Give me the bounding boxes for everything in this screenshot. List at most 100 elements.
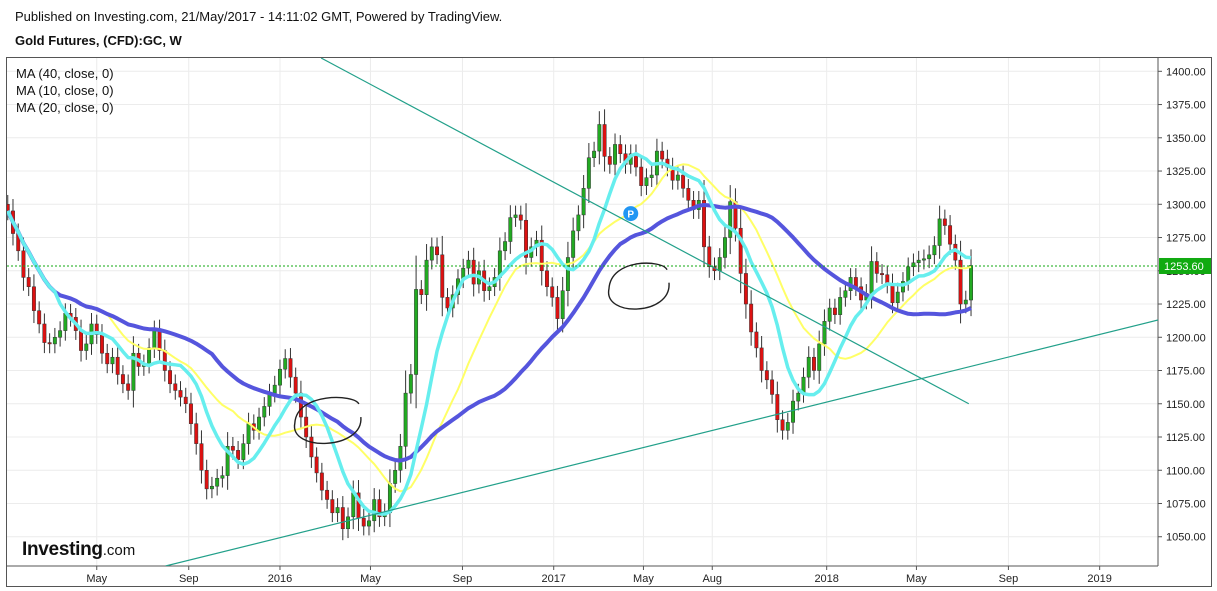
candle-up[interactable] (424, 259, 429, 295)
candle-down[interactable] (298, 392, 303, 418)
candle-up[interactable] (278, 368, 282, 386)
candle-down[interactable] (21, 250, 26, 278)
candle-down[interactable] (26, 277, 31, 287)
candle-down[interactable] (770, 379, 775, 395)
candle-down[interactable] (309, 436, 314, 458)
candle-down[interactable] (293, 376, 298, 394)
candle-up[interactable] (408, 374, 413, 394)
candle-up[interactable] (822, 321, 827, 345)
candle-up[interactable] (906, 266, 911, 282)
ma40-line[interactable] (7, 203, 972, 463)
candle-up[interactable] (717, 257, 722, 272)
candle-down[interactable] (340, 507, 345, 530)
legend-ma10[interactable]: MA (10, close, 0) (16, 83, 114, 98)
candle-down[interactable] (602, 124, 607, 157)
candle-up[interactable] (565, 257, 570, 291)
candle-down[interactable] (204, 470, 209, 490)
candle-down[interactable] (173, 383, 178, 391)
candle-down[interactable] (524, 219, 528, 258)
candle-up[interactable] (785, 422, 790, 431)
candle-up[interactable] (969, 265, 973, 301)
candle-up[interactable] (508, 217, 513, 242)
candle-down[interactable] (754, 331, 759, 349)
candle-up[interactable] (414, 289, 419, 375)
candle-down[interactable] (79, 330, 83, 351)
candle-down[interactable] (236, 450, 241, 460)
candle-down[interactable] (194, 423, 199, 444)
candle-up[interactable] (110, 356, 115, 365)
candle-up[interactable] (728, 201, 733, 238)
candle-up[interactable] (817, 343, 822, 371)
trendline-support[interactable] (165, 319, 1158, 566)
candle-up[interactable] (806, 356, 811, 378)
candle-down[interactable] (105, 352, 110, 365)
candle-up[interactable] (513, 214, 518, 218)
candle-up[interactable] (937, 218, 942, 246)
candle-up[interactable] (487, 286, 492, 291)
candle-down[interactable] (168, 370, 172, 385)
candle-up[interactable] (921, 258, 926, 261)
candle-down[interactable] (749, 303, 754, 333)
candle-up[interactable] (644, 177, 649, 186)
candle-down[interactable] (471, 259, 476, 285)
candle-down[interactable] (42, 323, 47, 343)
candle-up[interactable] (225, 446, 230, 476)
candle-up[interactable] (52, 337, 57, 345)
candle-up[interactable] (796, 392, 801, 402)
candle-down[interactable] (942, 218, 947, 226)
candle-up[interactable] (576, 214, 581, 232)
candle-up[interactable] (367, 520, 371, 527)
candle-down[interactable] (162, 350, 167, 371)
candle-down[interactable] (126, 383, 131, 391)
candle-down[interactable] (178, 390, 183, 398)
candle-up[interactable] (283, 358, 288, 370)
candle-up[interactable] (963, 299, 968, 305)
candle-up[interactable] (335, 507, 340, 514)
candle-down[interactable] (832, 307, 837, 315)
candle-up[interactable] (257, 416, 261, 431)
candle-up[interactable] (152, 330, 157, 349)
candle-down[interactable] (31, 286, 36, 311)
candle-down[interactable] (639, 166, 644, 186)
candle-up[interactable] (927, 254, 932, 260)
candle-down[interactable] (518, 214, 523, 221)
candle-up[interactable] (791, 400, 795, 423)
candle-up[interactable] (560, 290, 565, 319)
candle-down[interactable] (539, 239, 544, 272)
legend-ma40[interactable]: MA (40, close, 0) (16, 66, 114, 81)
candle-down[interactable] (440, 254, 445, 298)
candle-up[interactable] (147, 347, 152, 365)
candle-down[interactable] (874, 261, 879, 274)
candle-up[interactable] (723, 237, 727, 258)
ma20-line[interactable] (7, 163, 972, 493)
candle-down[interactable] (100, 334, 104, 354)
candle-down[interactable] (157, 330, 162, 351)
candle-down[interactable] (120, 374, 125, 385)
ma10-line[interactable] (7, 151, 972, 516)
candle-down[interactable] (958, 259, 963, 305)
candle-up[interactable] (209, 485, 214, 490)
candle-up[interactable] (613, 144, 617, 165)
candle-down[interactable] (183, 396, 188, 405)
candle-down[interactable] (686, 188, 691, 201)
candle-up[interactable] (372, 499, 377, 522)
candle-down[interactable] (812, 356, 816, 371)
candle-up[interactable] (911, 262, 916, 268)
candle-up[interactable] (932, 245, 937, 256)
candle-up[interactable] (843, 290, 848, 298)
candle-up[interactable] (246, 423, 251, 444)
candle-down[interactable] (325, 489, 330, 500)
candle-up[interactable] (241, 443, 246, 460)
candle-down[interactable] (660, 150, 665, 160)
candle-down[interactable] (288, 358, 293, 378)
candle-down[interactable] (330, 499, 335, 514)
candle-down[interactable] (47, 342, 52, 345)
candle-up[interactable] (586, 157, 591, 189)
candle-down[interactable] (314, 456, 319, 474)
candle-up[interactable] (262, 406, 267, 418)
annotation-circle[interactable] (294, 396, 362, 444)
trendline-resistance[interactable] (320, 58, 970, 405)
candle-up[interactable] (838, 297, 843, 315)
candle-up[interactable] (571, 230, 576, 258)
